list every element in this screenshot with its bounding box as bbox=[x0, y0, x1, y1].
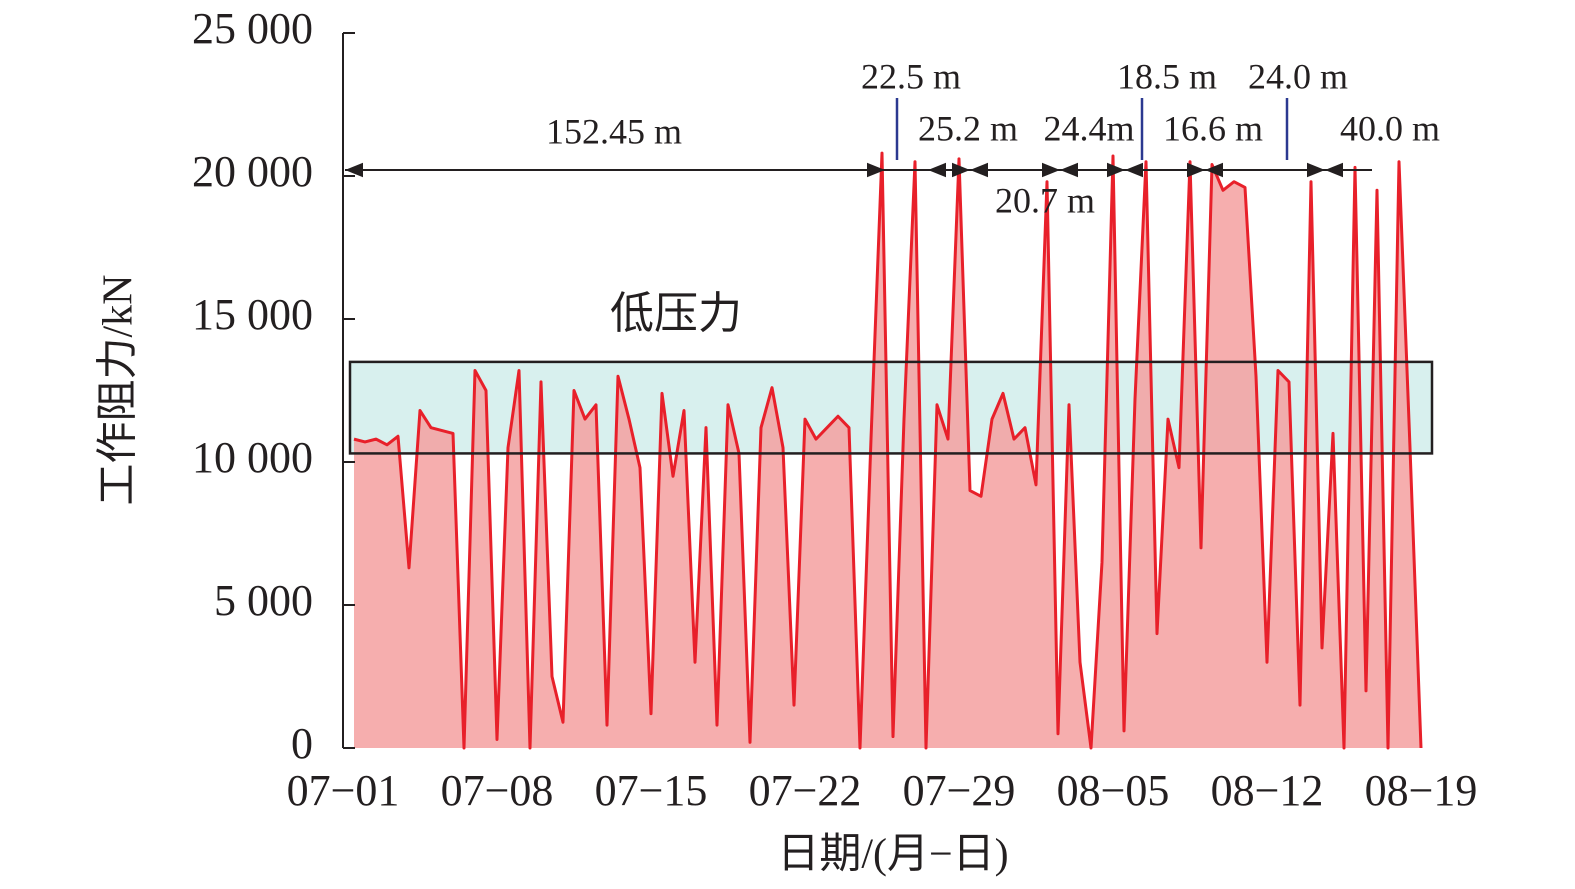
box-label: 低压力 bbox=[610, 289, 742, 338]
low-pressure-box bbox=[348, 360, 1434, 455]
annotation: 18.5 m bbox=[1117, 56, 1217, 96]
x-tick-label: 07−29 bbox=[903, 766, 1016, 815]
annotation: 20.7 m bbox=[995, 180, 1095, 220]
x-tick-label: 08−05 bbox=[1057, 766, 1170, 815]
x-tick-label: 08−19 bbox=[1365, 766, 1478, 815]
annotation: 16.6 m bbox=[1163, 108, 1263, 148]
y-tick-label: 0 bbox=[291, 719, 313, 768]
x-tick-label: 07−15 bbox=[595, 766, 708, 815]
annotation: 22.5 m bbox=[861, 56, 961, 96]
x-tick-label: 07−08 bbox=[441, 766, 554, 815]
y-tick-label: 25 000 bbox=[192, 4, 313, 53]
y-tick-label: 10 000 bbox=[192, 433, 313, 482]
annotation: 152.45 m bbox=[546, 111, 682, 151]
annotation: 40.0 m bbox=[1340, 108, 1440, 148]
y-tick-label: 15 000 bbox=[192, 290, 313, 339]
x-tick-label: 07−01 bbox=[287, 766, 400, 815]
annotation: 25.2 m bbox=[918, 108, 1018, 148]
x-tick-label: 07−22 bbox=[749, 766, 862, 815]
x-axis-label: 日期/(月−日) bbox=[777, 832, 1008, 878]
annotation: 24.0 m bbox=[1248, 56, 1348, 96]
y-tick-label: 20 000 bbox=[192, 147, 313, 196]
data-line bbox=[353, 151, 1423, 750]
y-tick-label: 5 000 bbox=[214, 576, 313, 625]
y-axis-label: 工作阻力/kN bbox=[96, 274, 142, 505]
x-tick-label: 08−12 bbox=[1211, 766, 1324, 815]
annotation: 24.4m bbox=[1043, 108, 1134, 148]
